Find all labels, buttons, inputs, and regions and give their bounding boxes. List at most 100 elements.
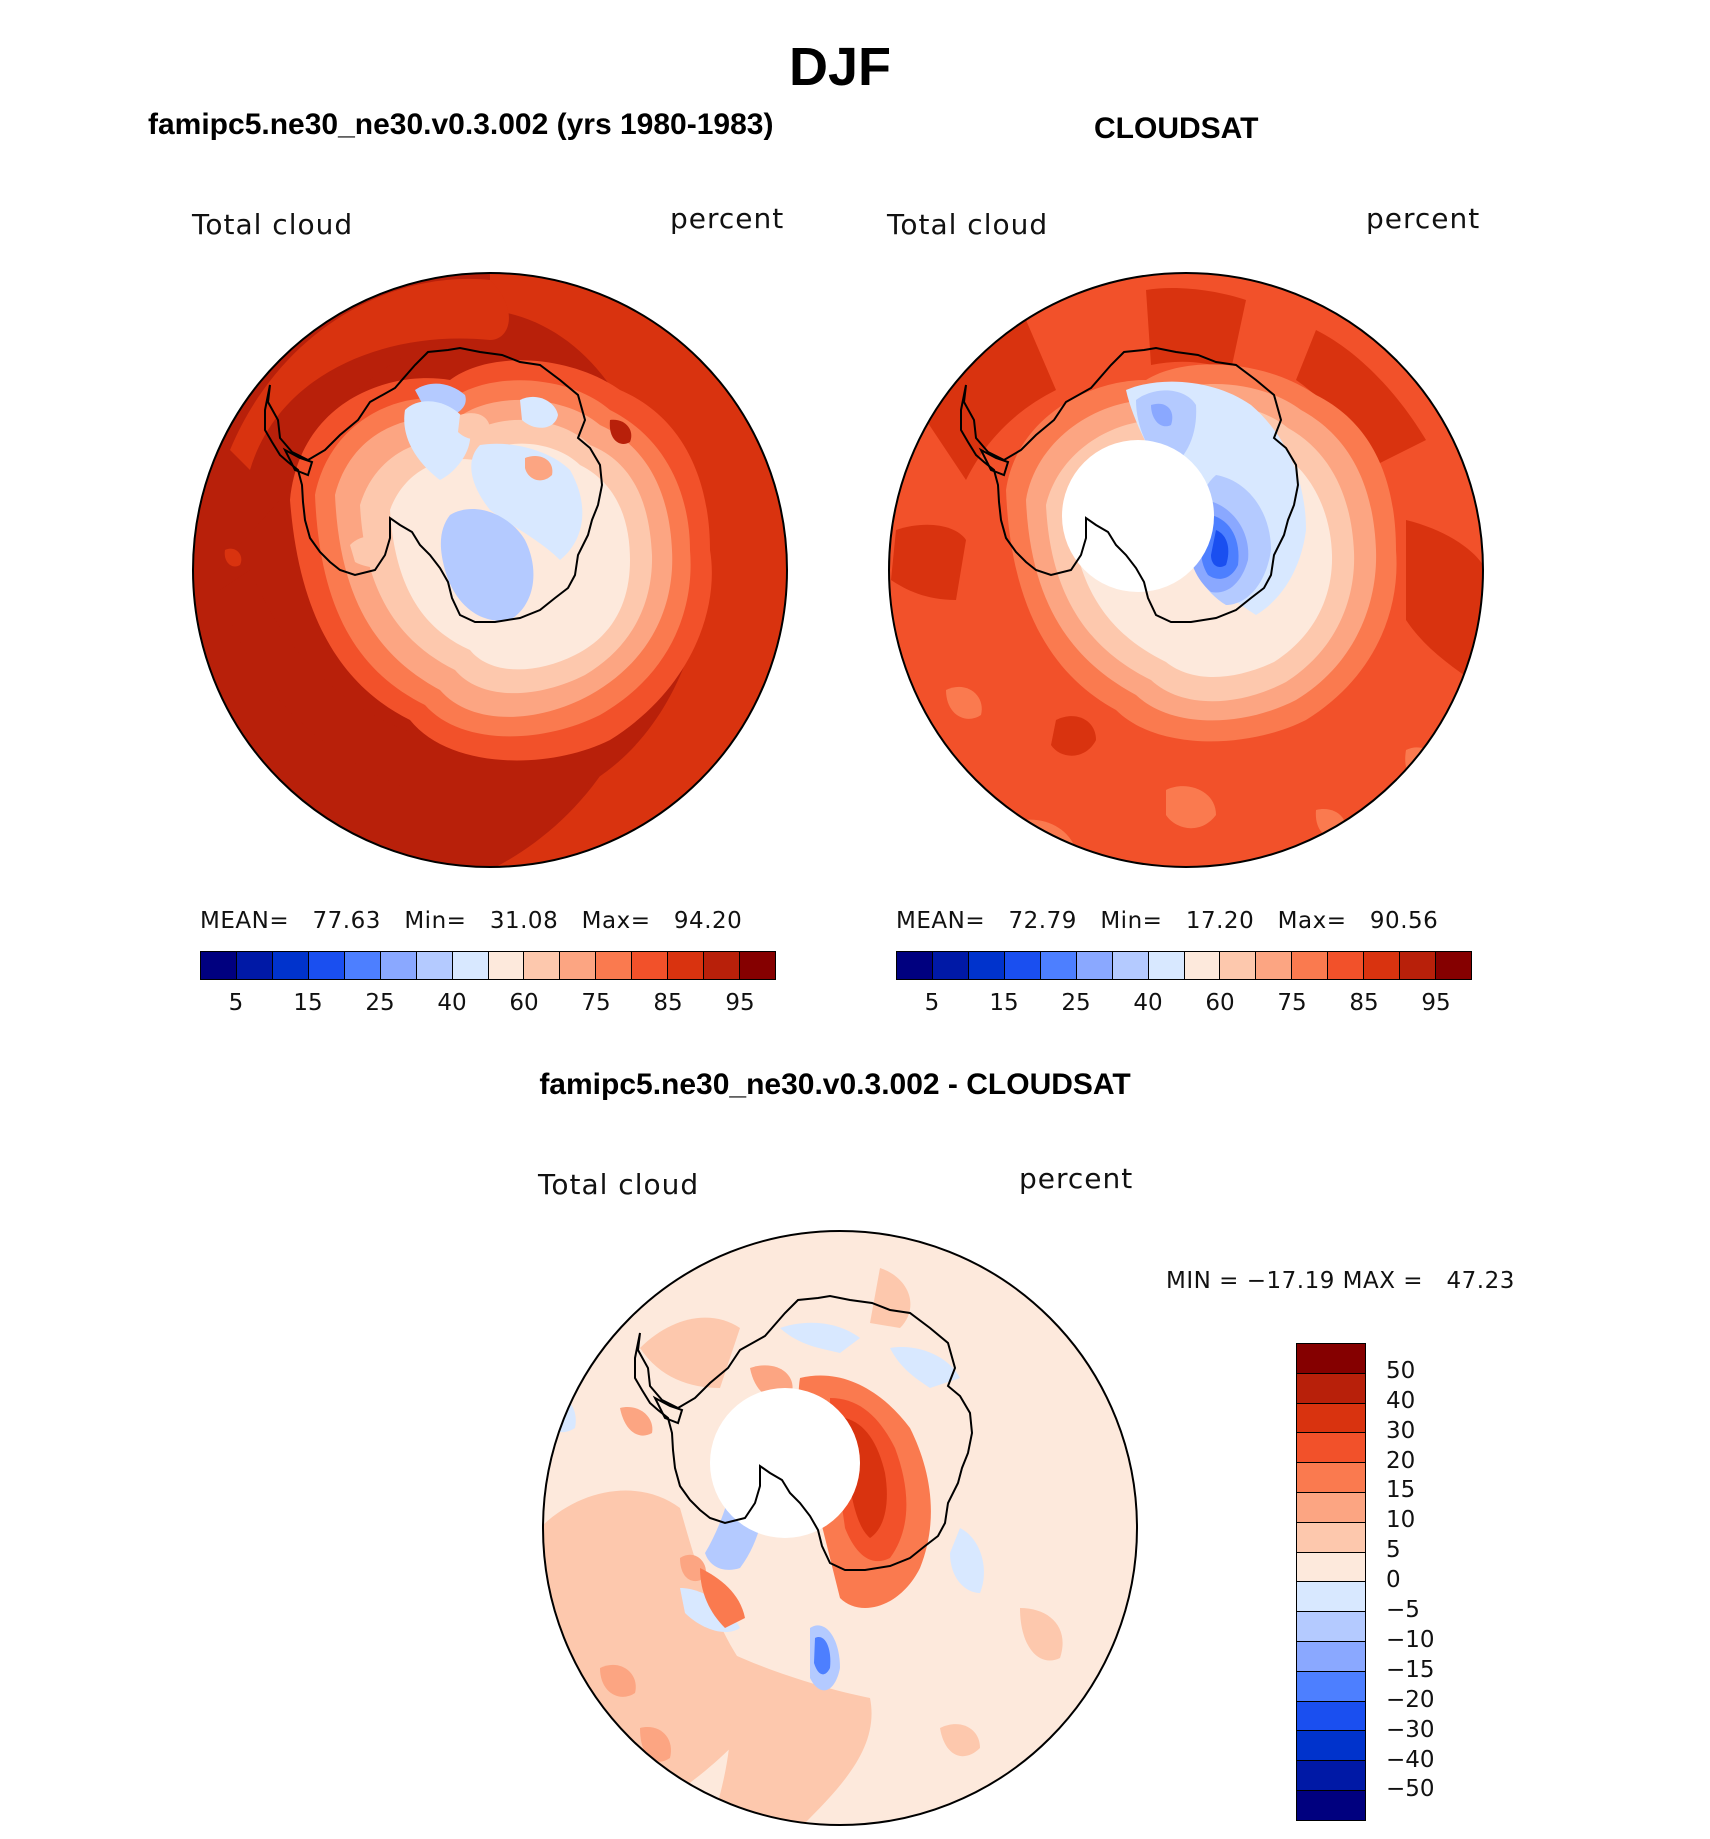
model-colorbar-labels: 5 15 25 40 60 75 85 95 <box>200 990 776 1020</box>
model-colorbar-swatch-10 <box>560 952 597 979</box>
no-data-pole-hole <box>710 1388 860 1538</box>
diff-colorbar-swatch-11 <box>1297 1671 1365 1702</box>
model-colorbar-swatches <box>200 951 776 980</box>
obs-colorbar-swatches <box>896 951 1472 980</box>
model-colorbar-tick-label: 40 <box>437 990 467 1016</box>
diff-colorbar-tick-label: −15 <box>1386 1656 1435 1683</box>
model-colorbar-swatch-15 <box>740 952 775 979</box>
diff-colorbar-tick-label: −50 <box>1386 1776 1435 1803</box>
obs-colorbar-swatch-10 <box>1256 952 1293 979</box>
diff-colorbar-swatch-4 <box>1297 1463 1365 1493</box>
model-colorbar-tick-label: 25 <box>365 990 395 1016</box>
model-colorbar-swatch-11 <box>596 952 633 979</box>
obs-colorbar-swatch-6 <box>1112 952 1149 979</box>
obs-min-value: 17.20 <box>1185 908 1255 934</box>
obs-colorbar-tick-label: 60 <box>1205 990 1235 1016</box>
model-colorbar-swatch-5 <box>380 952 417 979</box>
obs-colorbar-swatch-11 <box>1292 952 1329 979</box>
obs-map <box>888 272 1484 868</box>
model-stats: MEAN= 77.63 Min= 31.08 Max= 94.20 <box>200 908 742 934</box>
diff-colorbar-swatch-7 <box>1297 1552 1365 1583</box>
diff-units-label: percent <box>1019 1162 1134 1195</box>
antarctica-coastline <box>634 1294 974 1571</box>
model-colorbar-tick-label: 15 <box>293 990 323 1016</box>
diff-colorbar-tick-label: 50 <box>1386 1357 1416 1384</box>
obs-colorbar-tick-label: 25 <box>1061 990 1091 1016</box>
diff-colorbar-swatch-14 <box>1297 1761 1365 1791</box>
diff-colorbar-tick-label: 0 <box>1386 1567 1401 1594</box>
diff-colorbar-tick-label: 40 <box>1386 1387 1416 1414</box>
model-max-value: 94.20 <box>673 908 743 934</box>
obs-colorbar-tick-label: 40 <box>1133 990 1163 1016</box>
antarctica-coastline <box>960 346 1300 623</box>
model-colorbar-tick-label: 85 <box>653 990 683 1016</box>
model-colorbar <box>200 951 776 980</box>
diff-colorbar-tick-label: −20 <box>1386 1686 1435 1713</box>
model-colorbar-swatch-2 <box>272 952 309 979</box>
obs-variable-label: Total cloud <box>887 208 1049 241</box>
model-colorbar-swatch-0 <box>201 952 237 979</box>
model-units-label: percent <box>670 202 785 235</box>
obs-colorbar-swatch-12 <box>1328 952 1365 979</box>
obs-stats: MEAN= 72.79 Min= 17.20 Max= 90.56 <box>896 908 1438 934</box>
obs-colorbar-swatch-4 <box>1040 952 1077 979</box>
obs-colorbar-swatch-7 <box>1148 952 1185 979</box>
diff-colorbar <box>1296 1343 1366 1821</box>
obs-colorbar-swatch-5 <box>1076 952 1113 979</box>
obs-colorbar-swatch-15 <box>1436 952 1471 979</box>
obs-colorbar-swatch-0 <box>897 952 933 979</box>
obs-colorbar-tick-label: 5 <box>924 990 940 1016</box>
obs-colorbar-swatch-14 <box>1400 952 1437 979</box>
diff-colorbar-swatches <box>1296 1343 1366 1821</box>
model-colorbar-tick-label: 75 <box>581 990 611 1016</box>
model-max-label: Max= <box>581 908 651 934</box>
diff-colorbar-swatch-13 <box>1297 1731 1365 1762</box>
diff-minmax: MIN = −17.19 MAX = 47.23 <box>1166 1268 1515 1294</box>
diff-panel-title: famipc5.ne30_ne30.v0.3.002 - CLOUDSAT <box>539 1068 1131 1101</box>
diff-colorbar-swatch-5 <box>1297 1492 1365 1523</box>
diff-colorbar-tick-label: −5 <box>1386 1597 1420 1623</box>
obs-colorbar-tick-label: 15 <box>989 990 1019 1016</box>
diff-colorbar-swatch-2 <box>1297 1403 1365 1434</box>
map-boundary <box>542 1230 1138 1826</box>
diff-colorbar-tick-label: −10 <box>1386 1626 1435 1653</box>
field-80-85-region <box>490 273 787 867</box>
model-mean-label: MEAN= <box>200 908 290 934</box>
model-colorbar-swatch-13 <box>668 952 705 979</box>
model-panel-title: famipc5.ne30_ne30.v0.3.002 (yrs 1980-198… <box>148 108 774 141</box>
obs-colorbar-swatch-3 <box>1004 952 1041 979</box>
no-data-pole-hole <box>1062 440 1214 592</box>
diff-colorbar-swatch-8 <box>1297 1582 1365 1613</box>
obs-colorbar-swatch-1 <box>932 952 969 979</box>
diff-map <box>542 1230 1138 1826</box>
model-variable-label: Total cloud <box>192 208 354 241</box>
model-colorbar-swatch-12 <box>632 952 669 979</box>
obs-colorbar-tick-label: 75 <box>1277 990 1307 1016</box>
model-map <box>192 272 788 868</box>
model-min-label: Min= <box>404 908 467 934</box>
obs-panel-title: CLOUDSAT <box>1094 112 1259 145</box>
obs-max-value: 90.56 <box>1369 908 1439 934</box>
diff-variable-label: Total cloud <box>538 1168 700 1201</box>
diff-colorbar-swatch-1 <box>1297 1373 1365 1404</box>
obs-colorbar-swatch-8 <box>1184 952 1221 979</box>
model-colorbar-swatch-3 <box>308 952 345 979</box>
model-colorbar-swatch-9 <box>524 952 561 979</box>
map-boundary <box>888 272 1484 868</box>
diff-colorbar-tick-label: 30 <box>1386 1417 1416 1444</box>
obs-colorbar-swatch-2 <box>968 952 1005 979</box>
model-colorbar-swatch-8 <box>488 952 525 979</box>
model-colorbar-tick-label: 95 <box>725 990 755 1016</box>
diff-colorbar-tick-label: 20 <box>1386 1447 1416 1474</box>
obs-colorbar-tick-label: 85 <box>1349 990 1379 1016</box>
model-colorbar-tick-label: 60 <box>509 990 539 1016</box>
diff-colorbar-tick-label: −30 <box>1386 1716 1435 1743</box>
model-colorbar-swatch-6 <box>416 952 453 979</box>
diff-colorbar-swatch-3 <box>1297 1433 1365 1464</box>
diff-colorbar-tick-label: 10 <box>1386 1507 1416 1534</box>
antarctica-coastline <box>264 346 604 623</box>
diff-colorbar-tick-label: −40 <box>1386 1746 1435 1773</box>
obs-colorbar-tick-label: 95 <box>1421 990 1451 1016</box>
diff-colorbar-swatch-15 <box>1297 1790 1365 1820</box>
model-mean-value: 77.63 <box>312 908 381 934</box>
